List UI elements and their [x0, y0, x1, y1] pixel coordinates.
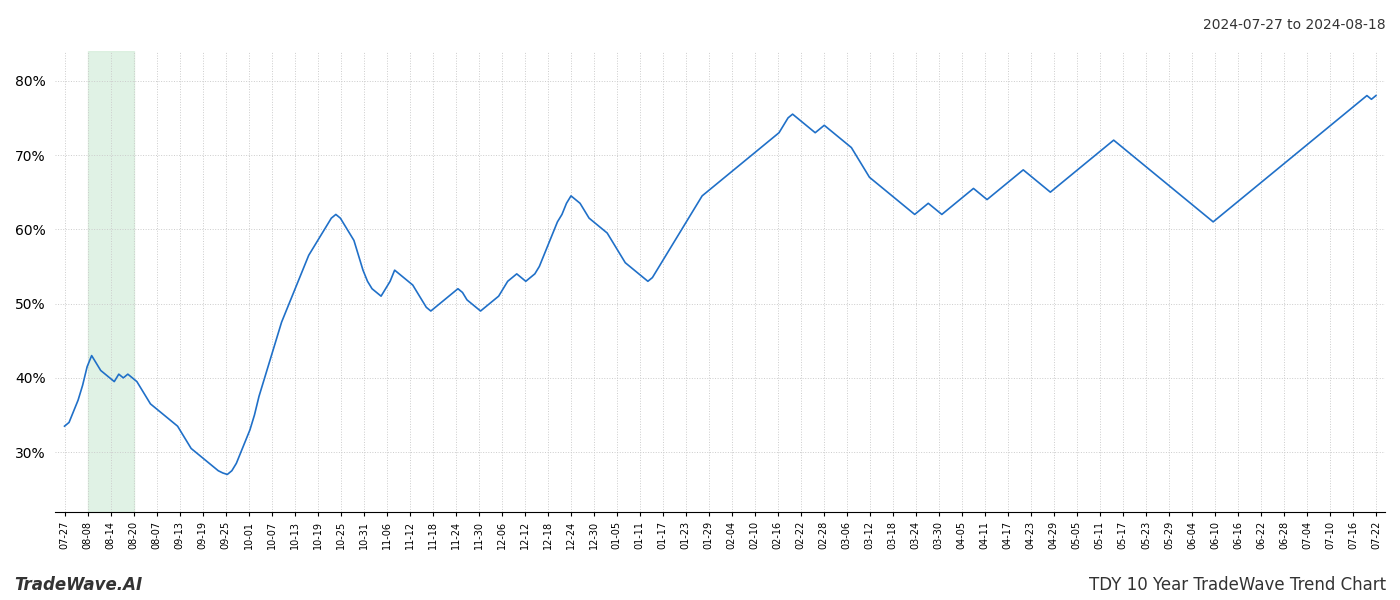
Bar [88, 51, 133, 512]
Text: TradeWave.AI: TradeWave.AI [14, 576, 143, 594]
Text: 2024-07-27 to 2024-08-18: 2024-07-27 to 2024-08-18 [1204, 18, 1386, 32]
Text: TDY 10 Year TradeWave Trend Chart: TDY 10 Year TradeWave Trend Chart [1089, 576, 1386, 594]
